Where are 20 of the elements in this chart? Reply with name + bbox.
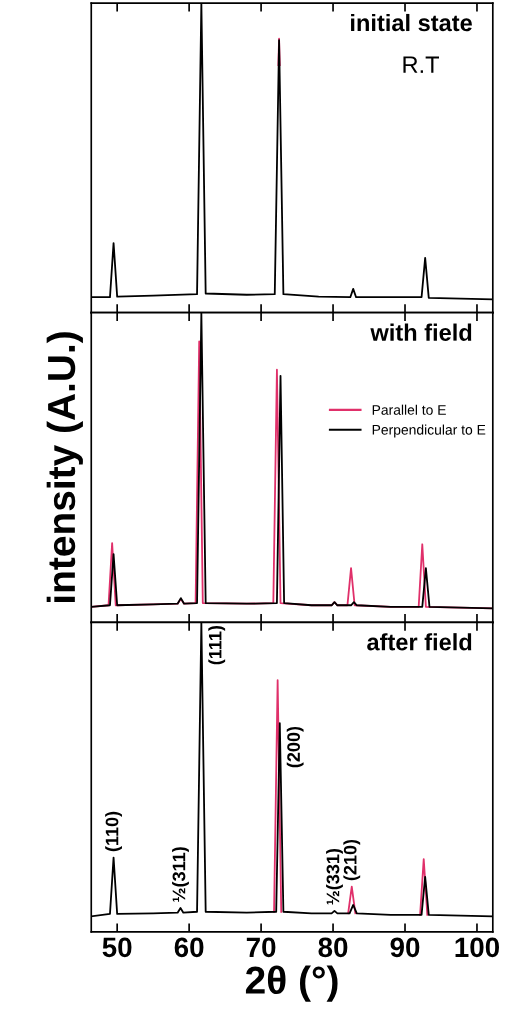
legend-label: Perpendicular to E: [372, 424, 486, 438]
annotation: ½(331): [326, 848, 343, 905]
y-axis-title: intensity (A.U.): [46, 332, 83, 602]
annotation: (110): [105, 811, 122, 852]
annotation: (200): [286, 726, 304, 768]
annotation: ½(311): [172, 847, 189, 902]
x-tick-label: 60: [174, 937, 204, 958]
x-tick-label: 80: [318, 937, 348, 958]
x-tick-label: 100: [455, 937, 500, 958]
x-tick-label: 70: [246, 937, 276, 958]
annotation: (210): [343, 839, 361, 881]
legend-label: Parallel to E: [372, 404, 446, 415]
text: R.T: [403, 56, 439, 73]
x-tick-label: 90: [390, 937, 420, 958]
x-tick-label: 50: [102, 937, 132, 958]
chart-title: with field: [370, 323, 472, 341]
x-axis-title: 2θ (°): [245, 965, 338, 1002]
chart-title: after field: [367, 633, 472, 651]
annotation: (111): [208, 625, 226, 665]
chart-title: initial state: [351, 13, 472, 32]
